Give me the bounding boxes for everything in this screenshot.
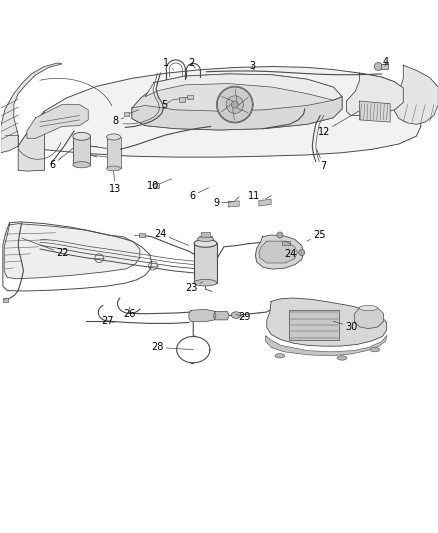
Polygon shape [394, 65, 437, 124]
Text: 22: 22 [21, 238, 69, 259]
Bar [152, 183, 158, 188]
Ellipse shape [73, 132, 90, 140]
Bar [381, 64, 387, 69]
Ellipse shape [275, 353, 284, 358]
Text: 10: 10 [147, 181, 159, 190]
Bar [179, 97, 185, 101]
Polygon shape [27, 104, 88, 138]
Text: 11: 11 [247, 191, 263, 201]
Ellipse shape [358, 305, 377, 311]
Text: 8: 8 [112, 116, 124, 126]
Bar [186, 94, 192, 99]
Polygon shape [265, 336, 386, 356]
Polygon shape [353, 307, 383, 329]
Ellipse shape [336, 356, 346, 360]
Text: 23: 23 [184, 282, 202, 293]
Polygon shape [73, 136, 90, 165]
Polygon shape [188, 309, 215, 321]
Text: 13: 13 [109, 171, 121, 193]
Bar [288, 310, 338, 340]
Ellipse shape [73, 161, 90, 168]
Ellipse shape [369, 348, 379, 352]
Polygon shape [228, 201, 239, 207]
Circle shape [374, 62, 381, 70]
Circle shape [226, 96, 243, 114]
Polygon shape [18, 67, 420, 157]
Polygon shape [258, 241, 297, 263]
Text: 3: 3 [249, 61, 255, 71]
Polygon shape [106, 137, 120, 168]
Text: 25: 25 [306, 230, 325, 241]
Text: 5: 5 [161, 100, 170, 110]
Text: 6: 6 [49, 148, 73, 170]
Polygon shape [18, 111, 44, 171]
Text: 2: 2 [187, 58, 195, 68]
Ellipse shape [106, 166, 120, 171]
Circle shape [276, 232, 283, 238]
Text: 9: 9 [212, 198, 233, 208]
Bar [138, 233, 145, 237]
Text: 30: 30 [332, 321, 357, 332]
Ellipse shape [194, 279, 216, 286]
Bar [124, 112, 129, 116]
Polygon shape [359, 101, 389, 122]
Text: 27: 27 [102, 316, 114, 326]
Text: 26: 26 [124, 307, 136, 319]
Bar [282, 241, 289, 245]
Text: 24: 24 [283, 249, 296, 262]
Bar [4, 298, 8, 302]
Circle shape [231, 101, 238, 108]
Polygon shape [145, 74, 341, 100]
Text: 7: 7 [316, 149, 326, 171]
Text: 29: 29 [236, 312, 251, 322]
Circle shape [298, 249, 304, 255]
Polygon shape [346, 73, 403, 116]
Ellipse shape [194, 239, 216, 247]
Polygon shape [266, 298, 386, 346]
Text: 1: 1 [162, 59, 173, 70]
Ellipse shape [197, 236, 213, 241]
Polygon shape [258, 199, 271, 206]
Text: 6: 6 [189, 188, 208, 200]
Text: 12: 12 [317, 111, 358, 137]
Polygon shape [132, 74, 341, 130]
Circle shape [216, 86, 253, 123]
Polygon shape [255, 235, 303, 269]
Ellipse shape [231, 312, 240, 318]
Polygon shape [4, 224, 140, 279]
Text: 4: 4 [382, 56, 388, 67]
Bar [201, 232, 209, 237]
Ellipse shape [106, 134, 120, 140]
Polygon shape [213, 312, 229, 320]
Polygon shape [132, 96, 341, 130]
Text: 24: 24 [154, 229, 188, 246]
Text: 28: 28 [151, 343, 193, 352]
Bar [194, 243, 216, 282]
Polygon shape [1, 63, 62, 153]
